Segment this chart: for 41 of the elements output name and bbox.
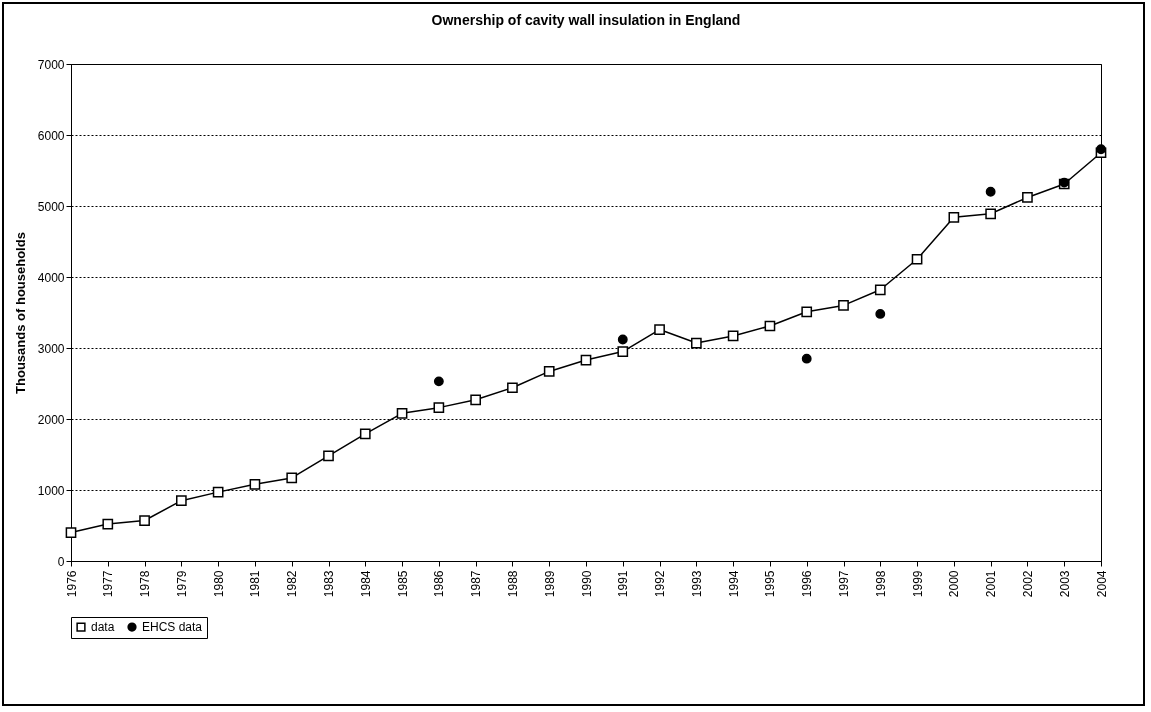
x-tick-label: 2004 <box>1094 570 1109 598</box>
y-tick-label: 0 <box>57 554 65 569</box>
x-tick-label: 2003 <box>1057 570 1072 598</box>
x-tick-label: 1994 <box>726 570 741 598</box>
x-tick-label: 1999 <box>910 570 925 598</box>
x-tick-label: 1985 <box>395 570 410 598</box>
x-tick-label: 1995 <box>763 570 778 598</box>
x-tick-label: 1987 <box>469 570 484 598</box>
y-axis-title: Thousands of households <box>12 232 28 394</box>
x-tick-label: 1997 <box>837 570 851 598</box>
x-tick-label: 1998 <box>873 570 888 598</box>
x-tick-label: 1988 <box>505 570 520 598</box>
y-tick-label: 3000 <box>37 341 65 356</box>
x-tick-label: 1984 <box>358 570 373 598</box>
x-tick-label: 1978 <box>138 570 153 598</box>
y-tick-label: 7000 <box>37 57 65 72</box>
x-tick-label: 1990 <box>579 570 594 598</box>
x-tick-label: 1976 <box>64 570 79 598</box>
x-tick-label: 1991 <box>616 570 631 598</box>
legend-label: EHCS data <box>142 620 203 635</box>
x-tick-label: 1980 <box>211 570 226 598</box>
chart-title: Ownership of cavity wall insulation in England <box>431 12 741 28</box>
x-tick-label: 1993 <box>689 570 704 598</box>
x-tick-label: 2000 <box>947 570 962 598</box>
x-tick-label: 1981 <box>248 570 263 598</box>
x-tick-label: 1982 <box>285 570 300 598</box>
x-tick-label: 2001 <box>984 570 999 598</box>
x-tick-label: 1979 <box>174 570 189 598</box>
x-tick-label: 1996 <box>800 570 815 598</box>
x-tick-label: 1986 <box>432 570 447 598</box>
y-tick-label: 4000 <box>37 270 65 285</box>
x-tick-label: 1977 <box>101 570 116 598</box>
y-tick-label: 5000 <box>37 199 65 214</box>
x-tick-label: 1992 <box>653 570 668 598</box>
x-tick-label: 1989 <box>542 570 557 598</box>
x-tick-label: 2002 <box>1020 570 1035 598</box>
y-tick-label: 6000 <box>37 128 65 143</box>
y-tick-label: 1000 <box>37 483 65 498</box>
legend-label: data <box>91 620 115 635</box>
y-tick-label: 2000 <box>37 412 65 427</box>
x-tick-label: 1983 <box>322 570 336 598</box>
